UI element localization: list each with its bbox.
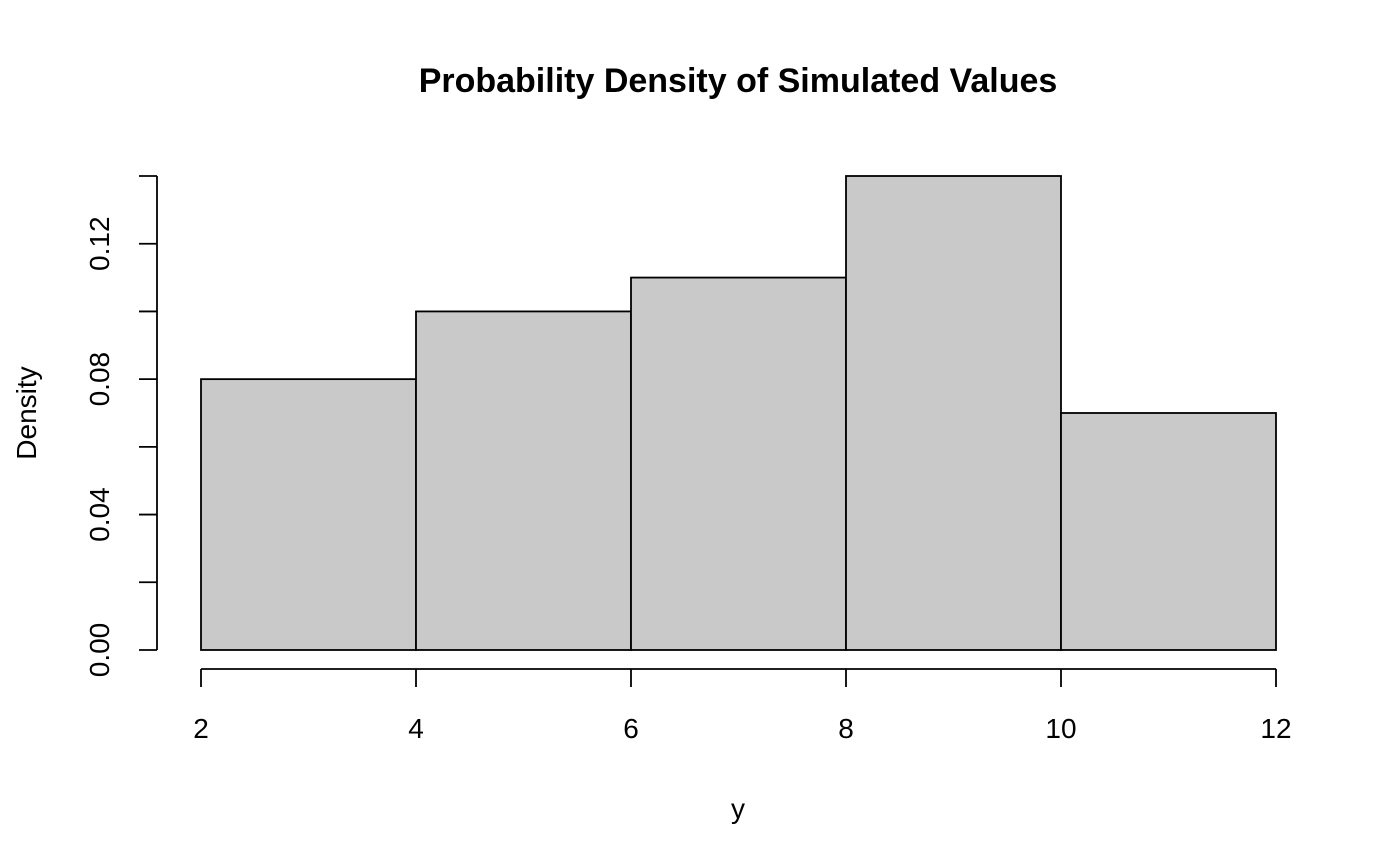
y-tick-label: 0.08: [84, 352, 115, 407]
x-tick-label: 6: [623, 713, 639, 744]
histogram-bar-10-12: [1060, 412, 1277, 651]
histogram-bar-8-10: [845, 175, 1062, 651]
histogram-bar-6-8: [630, 276, 847, 651]
bars-layer: [200, 175, 1277, 651]
x-tick-label: 2: [193, 713, 209, 744]
y-tick-label: 0.00: [84, 623, 115, 678]
x-axis-label: y: [731, 793, 745, 824]
x-axis: 2 4 6 8 10 12: [193, 668, 1292, 744]
chart-title: Probability Density of Simulated Values: [419, 62, 1058, 100]
histogram-bar-2-4: [200, 378, 417, 651]
y-tick-label: 0.12: [84, 216, 115, 271]
x-tick-label: 10: [1045, 713, 1076, 744]
x-tick-label: 8: [838, 713, 854, 744]
y-axis: 0.00 0.04 0.08 0.12: [84, 175, 158, 678]
y-axis-label: Density: [11, 366, 42, 459]
x-tick-label: 12: [1260, 713, 1291, 744]
histogram-bar-4-6: [415, 310, 632, 651]
y-tick-label: 0.04: [84, 487, 115, 542]
x-tick-label: 4: [408, 713, 424, 744]
